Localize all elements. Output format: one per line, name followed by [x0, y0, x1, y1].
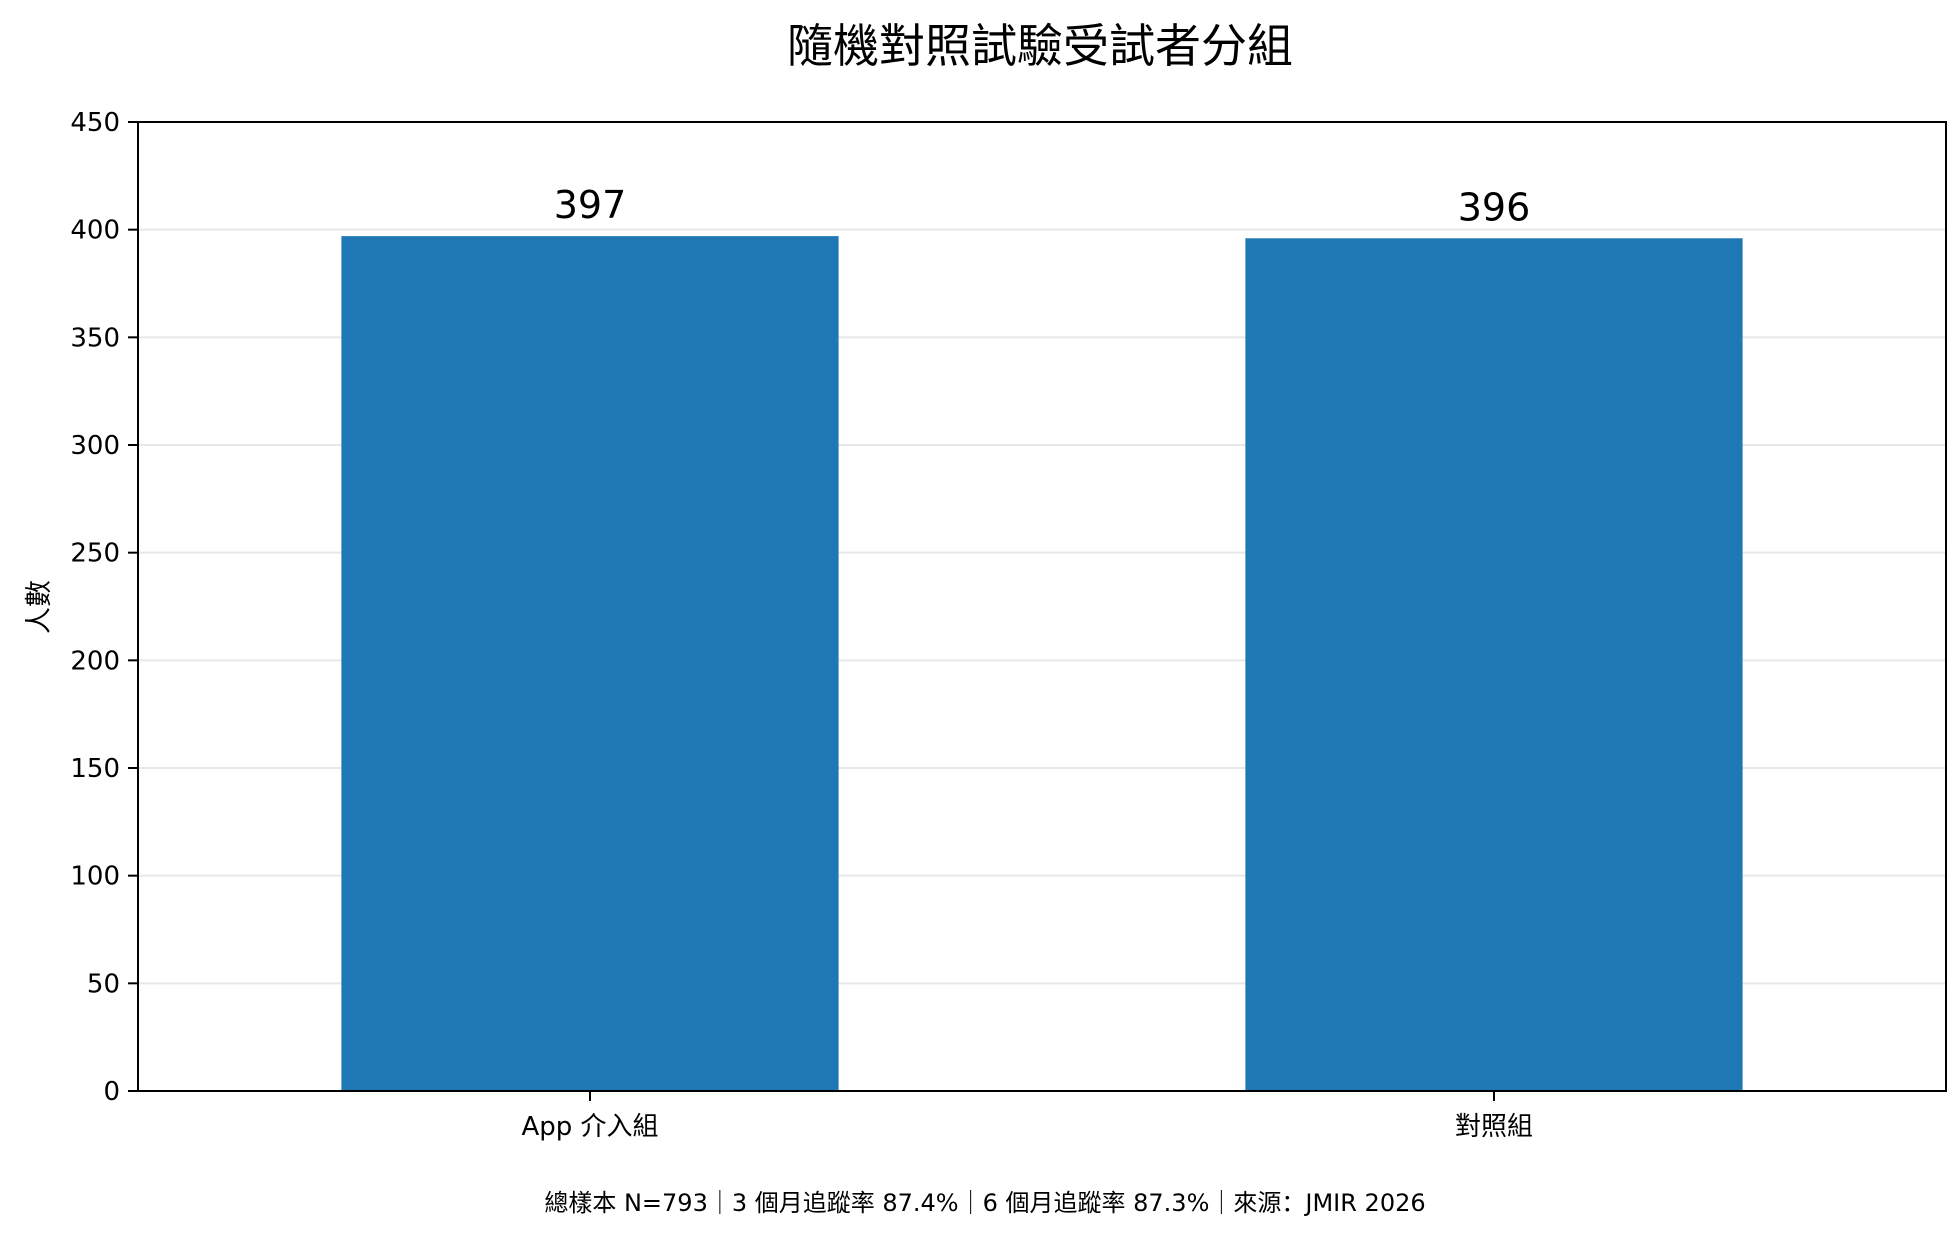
y-tick-label: 350	[70, 323, 120, 353]
y-axis-ticks: 0 50 100 150 200 250 300 350 400 450	[70, 108, 138, 1107]
y-tick-label: 250	[70, 539, 120, 569]
y-tick-label: 0	[103, 1077, 120, 1107]
y-tick-label: 300	[70, 431, 120, 461]
plot-border	[137, 121, 1947, 1092]
chart-title: 隨機對照試驗受試者分組	[787, 19, 1293, 73]
y-tick-label: 200	[70, 646, 120, 676]
x-axis-ticks: App 介入組 對照組	[521, 1091, 1533, 1142]
data-label: 396	[1458, 185, 1531, 229]
plot-frame	[137, 121, 1947, 1092]
y-tick-label: 450	[70, 108, 120, 138]
bar-2	[1245, 238, 1743, 1091]
footnote: 總樣本 N=793｜3 個月追蹤率 87.4%｜6 個月追蹤率 87.3%｜來源…	[544, 1189, 1425, 1217]
y-axis-label: 人數	[24, 580, 55, 634]
y-tick-label: 150	[70, 754, 120, 784]
bar-1	[341, 236, 839, 1092]
bars	[341, 236, 1743, 1092]
data-label: 397	[554, 183, 627, 227]
data-labels: 397 396	[554, 183, 1531, 229]
x-tick-label: App 介入組	[521, 1112, 658, 1142]
y-tick-label: 100	[70, 862, 120, 892]
x-tick-label: 對照組	[1455, 1112, 1533, 1142]
y-tick-label: 50	[87, 969, 120, 999]
y-tick-label: 400	[70, 216, 120, 246]
